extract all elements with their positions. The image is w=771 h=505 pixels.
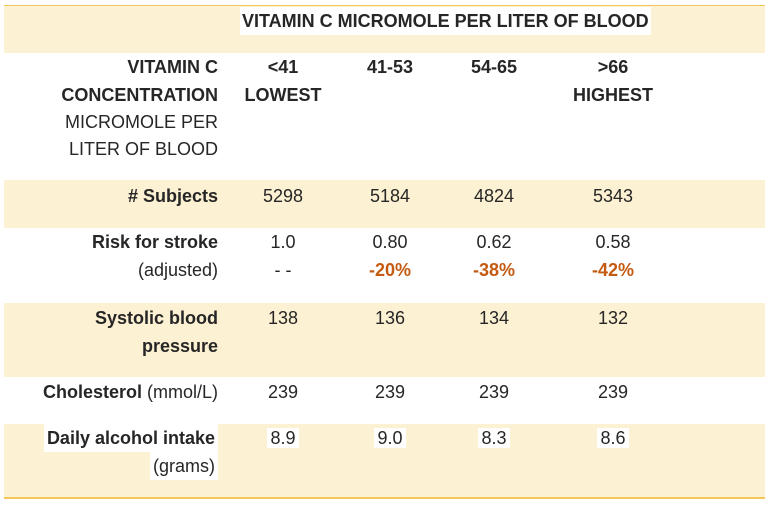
- subjects-value-1: 5298: [262, 186, 304, 206]
- systolic-label-line2: pressure: [141, 336, 218, 356]
- subjects-value-2: 5184: [369, 186, 411, 206]
- cholesterol-value-2: 239: [374, 382, 406, 402]
- cholesterol-label-unit: (mmol/L): [147, 382, 218, 402]
- cholesterol-value-1: 239: [267, 382, 299, 402]
- column-header-3: 54-65: [470, 57, 518, 77]
- alcohol-value-4: 8.6: [566, 424, 660, 452]
- stroke-value-1: 1.0: [270, 232, 296, 252]
- subjects-label: # Subjects: [127, 186, 218, 206]
- cholesterol-label: Cholesterol (mmol/L): [43, 378, 218, 406]
- alcohol-value-3-text: 8.3: [478, 428, 510, 448]
- header-label-line2: CONCENTRATION: [61, 85, 218, 105]
- column-header-2: 41-53: [366, 57, 414, 77]
- stroke-value-2: 0.80: [372, 232, 408, 252]
- stroke-sublabel: (adjusted): [137, 260, 218, 280]
- column-header-4-line2: HIGHEST: [572, 85, 653, 105]
- systolic-row-band: [4, 303, 765, 377]
- stroke-label: Risk for stroke: [91, 232, 218, 252]
- systolic-value-4: 132: [597, 308, 629, 328]
- alcohol-sublabel: (grams): [150, 452, 218, 480]
- systolic-value-3: 134: [478, 308, 510, 328]
- alcohol-value-2-text: 9.0: [374, 428, 406, 448]
- stroke-change-2: -20%: [368, 260, 412, 280]
- systolic-value-1: 138: [267, 308, 299, 328]
- header-label-line3: MICROMOLE PER: [64, 112, 218, 132]
- alcohol-value-1: 8.9: [240, 424, 326, 452]
- alcohol-value-4-text: 8.6: [597, 428, 629, 448]
- systolic-value-2: 136: [374, 308, 406, 328]
- subjects-row-band: [4, 180, 765, 228]
- column-header-1-line2: LOWEST: [244, 85, 322, 105]
- stroke-value-3: 0.62: [476, 232, 512, 252]
- header-label-line4: LITER OF BLOOD: [68, 139, 218, 159]
- stroke-change-4: -42%: [591, 260, 635, 280]
- alcohol-value-2: 9.0: [346, 424, 434, 452]
- systolic-label-line1: Systolic blood: [94, 308, 218, 328]
- column-header-4-line1: >66: [597, 57, 629, 77]
- alcohol-value-3: 8.3: [450, 424, 538, 452]
- stroke-change-3: -38%: [472, 260, 516, 280]
- subjects-value-3: 4824: [473, 186, 515, 206]
- header-label-line1: VITAMIN C: [127, 57, 218, 77]
- stroke-value-4: 0.58: [595, 232, 631, 252]
- column-header-1-line1: <41: [267, 57, 299, 77]
- cholesterol-value-3: 239: [478, 382, 510, 402]
- alcohol-value-1-text: 8.9: [267, 428, 299, 448]
- subjects-value-4: 5343: [592, 186, 634, 206]
- cholesterol-label-name: Cholesterol: [42, 382, 142, 402]
- cholesterol-value-4: 239: [597, 382, 629, 402]
- stroke-change-1: - -: [274, 260, 292, 280]
- table-title: VITAMIN C MICROMOLE PER LITER OF BLOOD: [240, 7, 651, 35]
- alcohol-label: Daily alcohol intake: [43, 424, 218, 452]
